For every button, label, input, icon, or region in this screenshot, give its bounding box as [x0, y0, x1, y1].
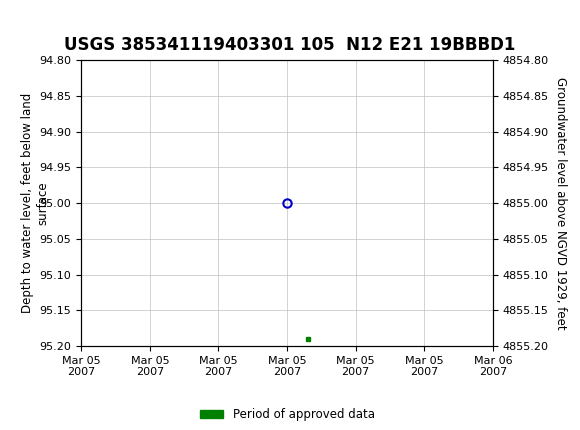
Y-axis label: Groundwater level above NGVD 1929, feet: Groundwater level above NGVD 1929, feet: [554, 77, 567, 329]
Y-axis label: Depth to water level, feet below land
surface: Depth to water level, feet below land su…: [21, 93, 49, 313]
Legend: Period of approved data: Period of approved data: [195, 404, 379, 426]
Text: USGS 385341119403301 105  N12 E21 19BBBD1: USGS 385341119403301 105 N12 E21 19BBBD1: [64, 36, 516, 54]
Text: USGS: USGS: [49, 12, 113, 33]
